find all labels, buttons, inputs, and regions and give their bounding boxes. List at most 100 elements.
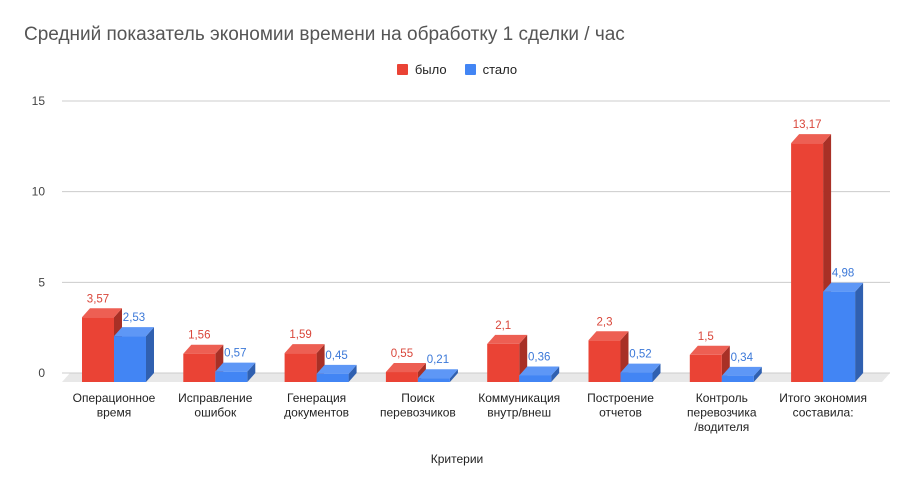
bar-side-1-3 <box>449 369 458 382</box>
x-tick-label-line: Исправление <box>178 391 253 405</box>
bar-side-1-2 <box>348 364 357 382</box>
data-label-1-6: 0,34 <box>731 352 754 364</box>
data-label-1-5: 0,52 <box>629 349 651 361</box>
x-tick-label-line: Генерация <box>287 391 346 405</box>
bar-стало-2 <box>316 364 357 382</box>
bar-side-1-0 <box>146 327 154 382</box>
data-label-0-2: 1,59 <box>289 329 311 341</box>
bar-front-0-3 <box>385 372 418 382</box>
bar-было-1 <box>183 344 224 382</box>
bar-top-1-2 <box>316 364 357 374</box>
legend-swatch-series-1 <box>464 64 476 75</box>
bar-front-1-0 <box>114 336 146 382</box>
legend-label-series-1: стало <box>482 62 518 77</box>
data-label-0-1: 1,56 <box>188 330 210 342</box>
bar-front-1-5 <box>620 372 653 382</box>
bar-top-1-7 <box>823 282 864 292</box>
x-axis-title: Критерии <box>430 452 484 466</box>
bar-было-6 <box>689 345 730 382</box>
data-label-0-3: 0,55 <box>391 348 413 360</box>
x-tick-label-line: Построение <box>587 391 654 405</box>
bar-front-0-7 <box>791 143 824 382</box>
bar-front-1-6 <box>721 375 754 382</box>
data-label-1-1: 0,57 <box>224 348 246 360</box>
bar-стало-6 <box>721 366 762 382</box>
bar-front-0-2 <box>284 353 317 382</box>
x-tick-label-line: перевозчиков <box>380 406 456 420</box>
x-tick-label-line: Контроль <box>696 391 748 405</box>
bar-top-0-7 <box>791 134 832 144</box>
x-tick-label-5: Построение отчетов <box>587 391 654 420</box>
bar-top-0-5 <box>588 331 629 341</box>
bar-top-0-4 <box>487 334 528 344</box>
bar-top-1-6 <box>721 366 762 376</box>
y-tick-label-0: 0 <box>38 366 45 380</box>
legend-swatch-series-0 <box>396 64 408 75</box>
data-label-0-5: 2,3 <box>597 316 613 328</box>
bar-top-0-2 <box>284 344 325 354</box>
bar-top-1-5 <box>620 363 661 373</box>
data-label-1-3: 0,21 <box>427 354 449 366</box>
legend: было стало <box>0 62 914 77</box>
bar-side-1-1 <box>247 362 256 382</box>
bar-top-1-1 <box>215 362 256 372</box>
data-label-0-4: 2,1 <box>495 320 511 332</box>
x-tick-label-line: Коммуникация <box>478 391 560 405</box>
x-tick-label-line: документов <box>284 406 349 420</box>
bar-top-0-3 <box>385 363 426 373</box>
bar-side-1-4 <box>551 366 560 382</box>
bar-side-1-5 <box>652 363 661 382</box>
bar-front-1-3 <box>417 378 450 382</box>
bar-side-1-7 <box>855 282 864 382</box>
bar-стало-5 <box>620 363 661 382</box>
bar-top-1-0 <box>114 327 154 337</box>
bar-side-1-6 <box>753 366 762 382</box>
x-tick-label-0: Операционное время <box>73 391 156 420</box>
x-tick-label-6: Контроль перевозчика/водителя <box>687 391 757 434</box>
legend-label-series-0: было <box>414 62 447 77</box>
bar-top-0-0 <box>82 308 122 318</box>
x-tick-label-line: Итого экономия <box>779 391 867 405</box>
bar-стало-3 <box>417 369 458 382</box>
y-tick-label-2: 10 <box>32 185 46 199</box>
data-label-1-2: 0,45 <box>325 350 347 362</box>
bar-top-0-6 <box>689 345 730 355</box>
bar-стало-7 <box>823 282 864 382</box>
legend-item-series-1: стало <box>464 62 518 77</box>
data-label-0-7: 13,17 <box>793 119 822 131</box>
data-label-0-6: 1,5 <box>698 331 714 343</box>
x-tick-label-line: /водителя <box>694 420 749 434</box>
bar-top-1-4 <box>519 366 560 376</box>
bar-стало-0 <box>114 327 154 382</box>
x-tick-label-4: Коммуникация внутр/внеш <box>478 391 560 420</box>
data-label-0-0: 3,57 <box>87 293 109 305</box>
x-tick-label-1: Исправление ошибок <box>178 391 253 420</box>
bar-front-1-2 <box>316 373 349 382</box>
bar-top-0-1 <box>183 344 224 354</box>
x-tick-label-line: перевозчика <box>687 406 757 420</box>
y-tick-label-1: 5 <box>38 275 45 289</box>
bar-front-0-5 <box>588 340 621 382</box>
x-tick-label-line: время <box>97 406 131 420</box>
x-tick-label-2: Генерация документов <box>284 391 349 420</box>
legend-item-series-0: было <box>396 62 447 77</box>
data-label-1-0: 2,53 <box>123 312 145 324</box>
bar-front-0-4 <box>487 343 520 382</box>
bar-front-1-1 <box>215 371 248 382</box>
chart-title: Средний показатель экономии времени на о… <box>24 24 625 45</box>
y-tick-label-3: 15 <box>32 94 46 108</box>
bar-front-1-7 <box>823 291 856 382</box>
x-tick-label-line: Поиск <box>401 391 435 405</box>
x-tick-label-line: Операционное <box>73 391 156 405</box>
data-label-1-7: 4,98 <box>832 268 854 280</box>
bar-front-1-4 <box>519 375 552 382</box>
bar-front-0-0 <box>82 317 114 382</box>
x-tick-label-line: внутр/внеш <box>487 406 551 420</box>
bar-стало-1 <box>215 362 256 382</box>
data-label-1-4: 0,36 <box>528 351 550 363</box>
x-tick-label-line: составила: <box>793 406 854 420</box>
bar-top-1-3 <box>417 369 458 379</box>
bar-front-0-6 <box>689 354 722 382</box>
